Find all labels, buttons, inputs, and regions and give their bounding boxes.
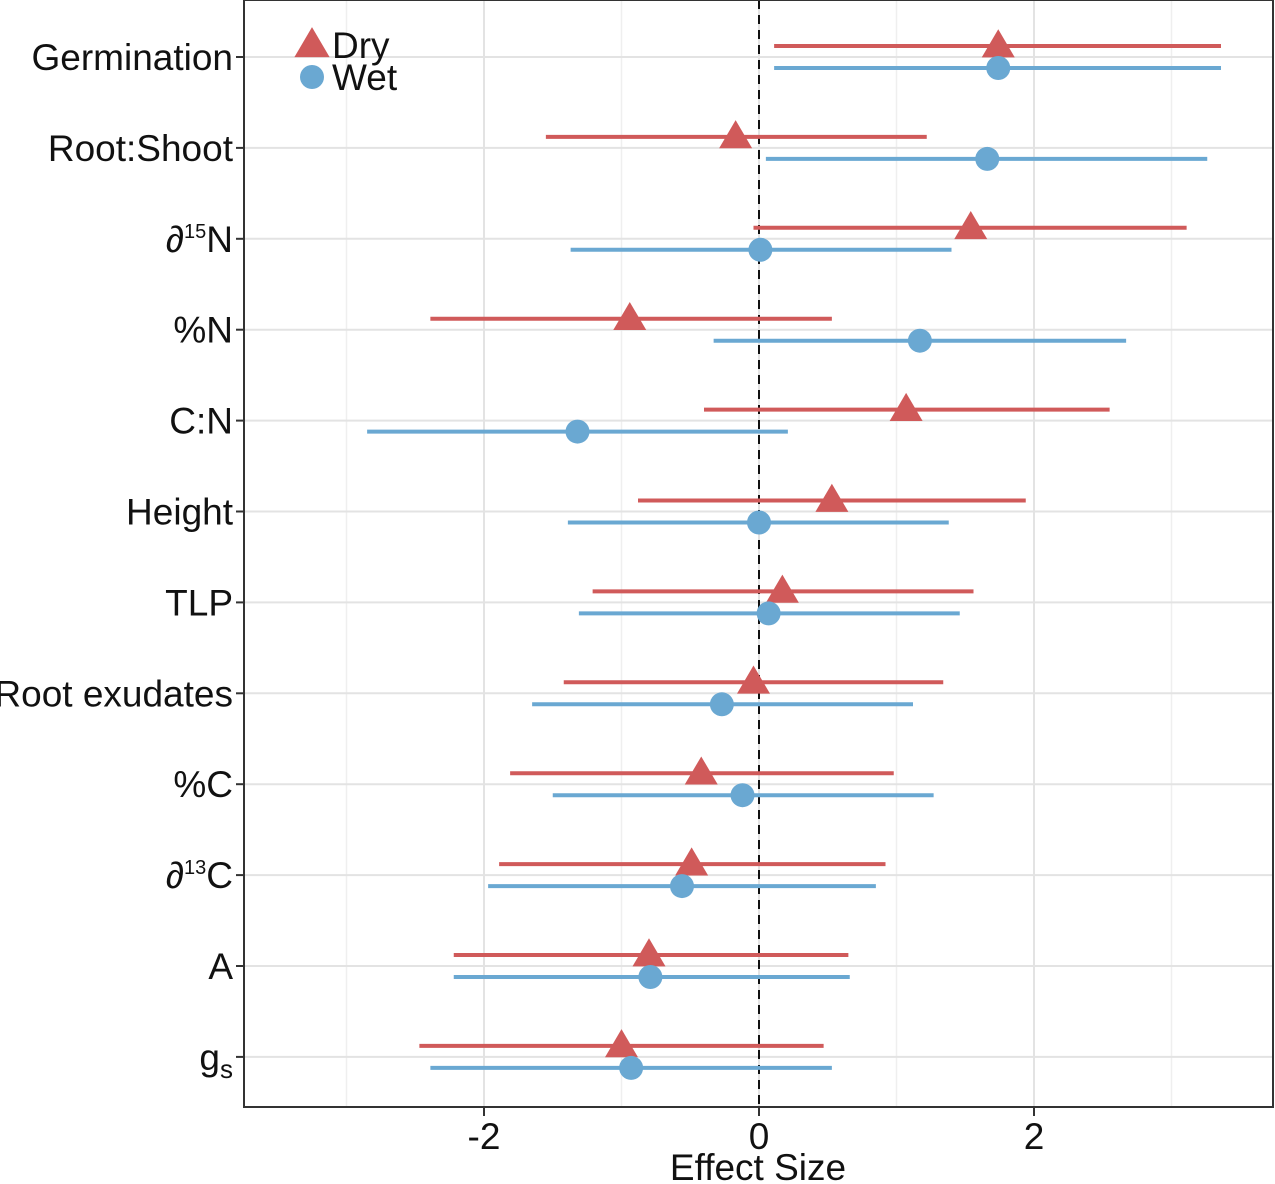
x-tick-label-1: 0	[749, 1116, 770, 1157]
legend-dry-label: Dry	[332, 25, 390, 66]
wet-point-tlp	[756, 601, 781, 626]
x-axis-title: Effect Size	[670, 1147, 846, 1184]
y-axis: Germination Root:Shoot ∂15N %N C:N Height TLP R…	[0, 37, 244, 1084]
dry-point-root-shoot	[719, 120, 753, 149]
y-label-gs: gs	[199, 1037, 233, 1084]
y-label-d13c: ∂13C	[166, 855, 233, 896]
x-tick-label-0: -2	[468, 1116, 501, 1157]
y-label-height: Height	[126, 492, 234, 533]
y-label-germination: Germination	[31, 37, 233, 78]
wet-point-height	[747, 510, 771, 535]
dry-point-gs	[605, 1029, 638, 1058]
dry-point-d13c	[675, 847, 709, 876]
wet-point-root-exudates	[709, 692, 734, 717]
y-label-pct-c: %C	[173, 764, 233, 805]
wet-point-pct-c	[730, 783, 755, 808]
legend-wet-label: Wet	[332, 57, 398, 98]
y-label-a: A	[208, 946, 233, 987]
wet-point-d13c	[670, 874, 694, 899]
wet-point-germination	[986, 56, 1011, 80]
wet-point-a	[638, 965, 663, 989]
wet-point-c-n	[565, 419, 590, 444]
dry-point-a	[632, 938, 666, 967]
wet-point-pct-n	[907, 328, 932, 353]
data-marks	[367, 29, 1221, 1080]
y-label-c-n: C:N	[169, 401, 233, 442]
dry-point-height	[815, 483, 849, 512]
y-label-root-shoot: Root:Shoot	[48, 128, 234, 169]
dry-point-germination	[981, 29, 1015, 58]
dry-point-c-n	[889, 392, 923, 421]
dry-point-pct-c	[684, 756, 718, 785]
y-label-tlp: TLP	[165, 582, 233, 623]
x-axis: -2 0 2	[468, 1107, 1045, 1157]
dry-point-tlp	[765, 574, 799, 603]
dry-point-d15n	[954, 211, 988, 240]
legend-wet-symbol	[300, 65, 324, 89]
y-label-d15n: ∂15N	[166, 219, 233, 260]
wet-point-d15n	[748, 237, 773, 262]
wet-point-root-shoot	[975, 146, 1000, 171]
dry-point-pct-n	[613, 301, 647, 331]
x-tick-label-2: 2	[1024, 1116, 1045, 1157]
dry-point-root-exudates	[737, 665, 770, 694]
legend-dry-symbol	[294, 27, 330, 58]
wet-point-gs	[619, 1055, 644, 1080]
y-label-root-exudates: Root exudates	[0, 673, 233, 714]
y-label-pct-n: %N	[173, 310, 233, 351]
